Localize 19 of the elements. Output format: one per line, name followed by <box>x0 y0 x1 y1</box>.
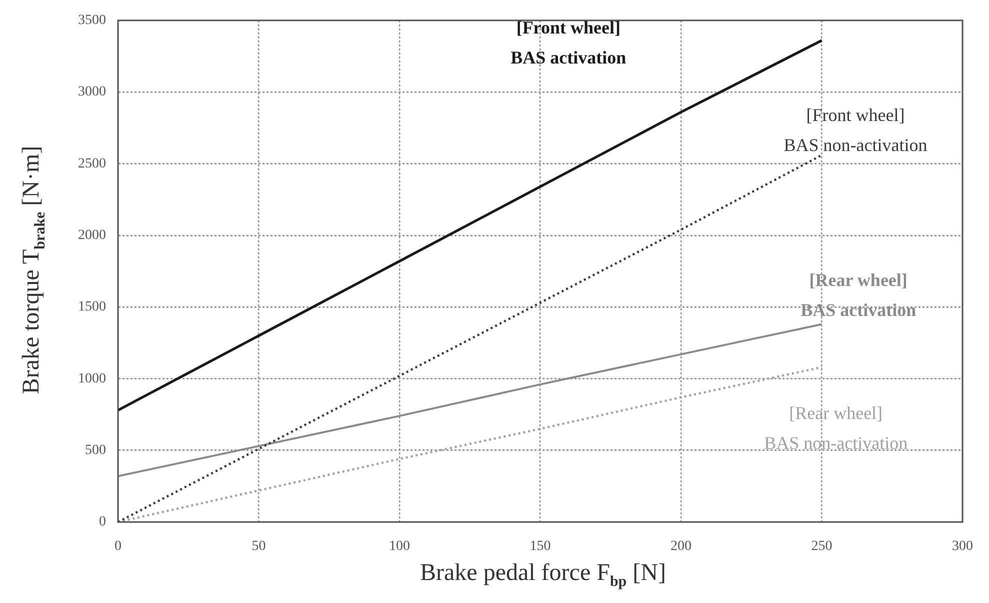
x-axis-title: Brake pedal force F$_{bp}$ [N] <box>419 560 667 591</box>
x-tick-label: 250 <box>811 539 832 554</box>
x-tick-label: 200 <box>670 539 692 554</box>
x-tick-label: 150 <box>530 539 551 554</box>
y-tick-label: 1000 <box>78 371 106 386</box>
y-tick-label: 500 <box>85 443 106 458</box>
x-tick-label: 0 <box>114 539 122 554</box>
series-label: [Rear wheel] BAS non-activation <box>764 403 908 454</box>
y-tick-label: 2000 <box>78 228 106 244</box>
series-label: [Front wheel] BAS non-activation <box>784 105 928 156</box>
y-tick-label: 1500 <box>78 300 106 315</box>
x-tick-label: 100 <box>389 539 410 554</box>
y-tick-label: 2500 <box>78 156 106 172</box>
x-tick-label: 300 <box>952 539 973 554</box>
y-tick-label: 3000 <box>78 84 106 100</box>
y-tick-label: 0 <box>99 514 106 530</box>
x-tick-label: 50 <box>252 539 266 554</box>
text: [Front wheel] BAS activation <box>510 18 626 68</box>
y-tick-label: 3500 <box>78 13 106 28</box>
